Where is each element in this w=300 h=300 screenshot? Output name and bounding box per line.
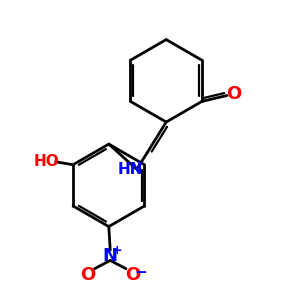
Text: HN: HN	[118, 162, 144, 177]
Text: HO: HO	[34, 154, 59, 169]
Text: O: O	[226, 85, 241, 103]
Text: +: +	[111, 244, 122, 257]
Text: −: −	[134, 265, 147, 280]
Text: O: O	[80, 266, 96, 284]
Text: O: O	[125, 266, 140, 284]
Text: N: N	[103, 247, 118, 265]
